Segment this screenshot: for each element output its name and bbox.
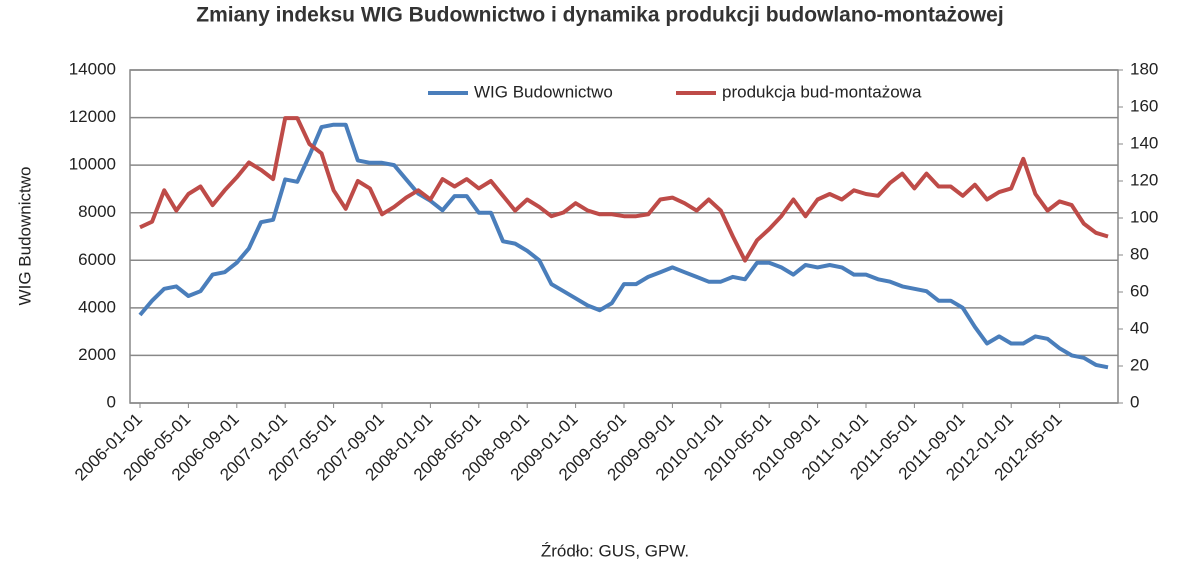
source-note: Źródło: GUS, GPW. <box>541 541 689 560</box>
y-tick-label: 8000 <box>78 202 116 221</box>
chart-title: Zmiany indeksu WIG Budownictwo i dynamik… <box>196 4 1003 27</box>
y2-tick-label: 120 <box>1130 170 1158 189</box>
y2-tick-label: 60 <box>1130 281 1149 300</box>
legend-label: produkcja bud-montażowa <box>722 82 922 101</box>
y-tick-label: 6000 <box>78 250 116 269</box>
plot-frame <box>129 69 1119 404</box>
y2-tick-label: 100 <box>1130 207 1158 226</box>
y-axis-label: WIG Budownictwo <box>15 167 34 306</box>
y2-tick-label: 40 <box>1130 318 1149 337</box>
y2-tick-label: 20 <box>1130 355 1149 374</box>
legend-label: WIG Budownictwo <box>474 82 613 101</box>
y-tick-label: 0 <box>107 392 116 411</box>
y-tick-label: 12000 <box>69 107 116 126</box>
y-tick-label: 10000 <box>69 155 116 174</box>
y2-tick-label: 180 <box>1130 59 1158 78</box>
y-tick-label: 4000 <box>78 297 116 316</box>
y2-tick-label: 160 <box>1130 96 1158 115</box>
series-line <box>139 116 1109 263</box>
y-tick-label: 2000 <box>78 345 116 364</box>
y-tick-label: 14000 <box>69 59 116 78</box>
y2-tick-label: 140 <box>1130 133 1158 152</box>
y2-tick-label: 0 <box>1130 392 1139 411</box>
series-line <box>138 122 1109 370</box>
y2-tick-label: 80 <box>1130 244 1149 263</box>
